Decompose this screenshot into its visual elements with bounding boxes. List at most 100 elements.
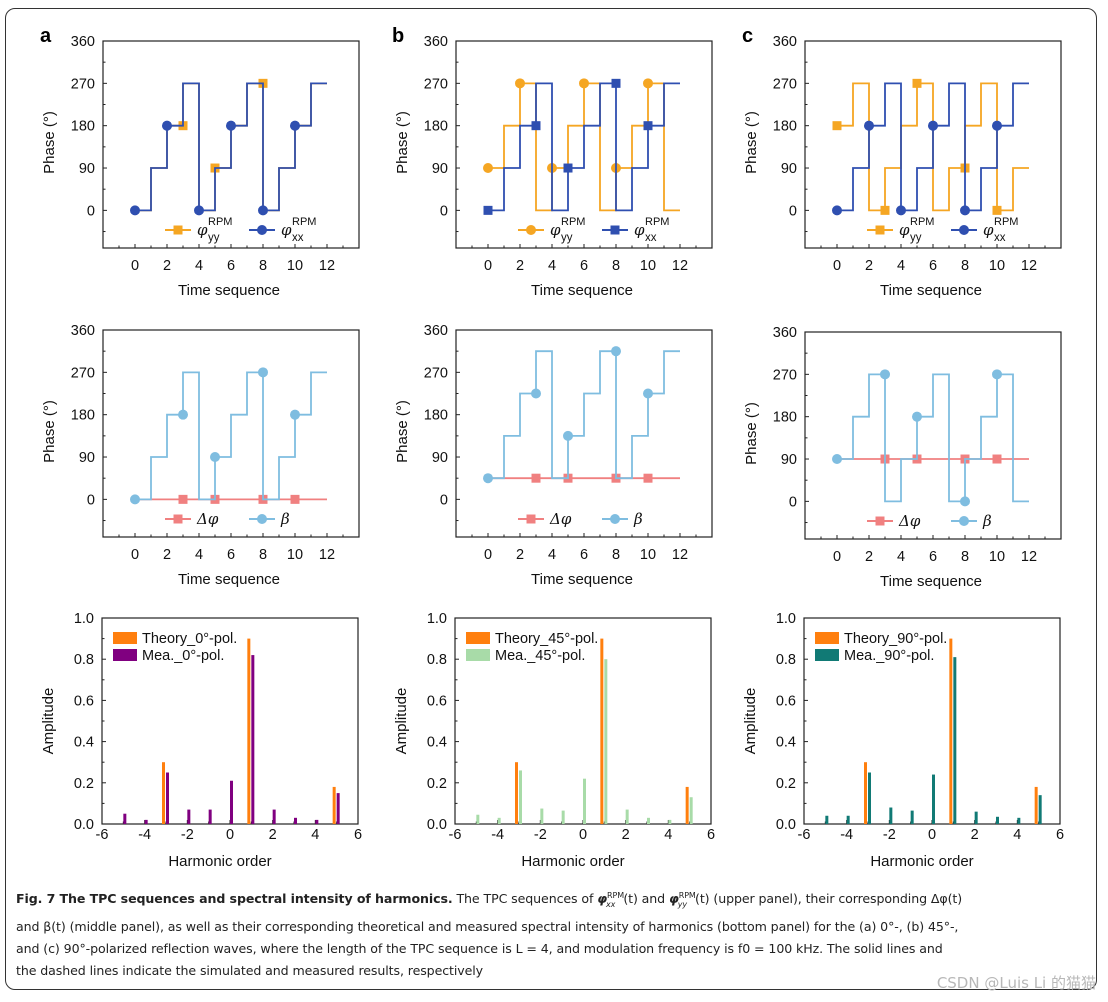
data-point xyxy=(880,205,890,215)
data-point xyxy=(194,205,204,216)
data-point xyxy=(531,388,541,399)
x-tick-label: 4 xyxy=(311,827,319,843)
chart-b-mid: 0 90 180 270 360 0 2 4 6 8 10 12 Time sequence Phase … xyxy=(394,323,713,588)
y-tick-label: 360 xyxy=(773,34,797,50)
y-tick-label: 360 xyxy=(773,325,797,341)
y-tick-label: 1.0 xyxy=(427,611,447,627)
y-tick-label: 180 xyxy=(424,408,448,424)
legend-marker xyxy=(173,514,183,524)
data-point xyxy=(832,454,842,465)
y-tick-label: 180 xyxy=(71,408,95,424)
x-tick-label: 0 xyxy=(484,258,492,274)
data-point xyxy=(258,367,268,378)
x-tick-label: 10 xyxy=(640,547,656,563)
data-point xyxy=(563,430,573,441)
x-axis-label: Time sequence xyxy=(880,573,982,590)
panel-label-b: b xyxy=(392,25,404,47)
series-line-beta xyxy=(837,373,1029,503)
caption-text: and xyxy=(637,891,669,907)
data-point xyxy=(531,473,541,483)
phi-symbol: φ xyxy=(668,891,679,907)
bar-theory xyxy=(162,762,165,824)
data-point xyxy=(515,78,525,89)
x-tick-label: 0 xyxy=(833,258,841,274)
y-tick-label: 90 xyxy=(79,161,95,177)
data-point xyxy=(483,205,493,215)
data-point xyxy=(912,78,922,88)
y-tick-label: 0 xyxy=(789,203,797,219)
legend-marker xyxy=(173,225,183,235)
y-tick-label: 0 xyxy=(87,492,95,508)
bar-measured xyxy=(561,810,565,824)
legend-superscript: RPM xyxy=(208,216,232,228)
bar-measured xyxy=(932,774,935,824)
bar-measured xyxy=(166,772,169,824)
x-axis-label: Time sequence xyxy=(880,282,982,299)
chart-a-top: 0 90 180 270 360 0 2 4 6 8 10 12 Time sequence Phase … xyxy=(41,34,360,299)
x-tick-label: 6 xyxy=(929,549,937,565)
x-tick-label: 12 xyxy=(1021,549,1037,565)
bar-measured xyxy=(974,811,978,824)
y-tick-label: 90 xyxy=(79,450,95,466)
legend-superscript: RPM xyxy=(994,216,1018,228)
y-tick-label: 0.4 xyxy=(776,735,796,751)
data-point xyxy=(643,78,653,89)
y-tick-label: 180 xyxy=(773,119,797,135)
caption-line-2: and β(t) (middle panel), as well as thei… xyxy=(16,918,959,934)
caption-line-4: the dashed lines indicate the simulated … xyxy=(16,962,484,978)
x-tick-label: 6 xyxy=(227,547,235,563)
x-tick-label: 10 xyxy=(640,258,656,274)
x-tick-label: 0 xyxy=(484,547,492,563)
data-point xyxy=(483,473,493,484)
bar-measured xyxy=(1038,795,1042,824)
panel-label-c: c xyxy=(742,25,753,47)
legend-swatch xyxy=(113,649,137,661)
legend-superscript: RPM xyxy=(292,216,316,228)
y-tick-label: 180 xyxy=(71,119,95,135)
x-tick-label: 4 xyxy=(195,258,203,274)
x-tick-label: 4 xyxy=(1013,827,1021,843)
y-tick-label: 0 xyxy=(440,203,448,219)
legend-subscript: xx xyxy=(994,232,1006,244)
bar-measured xyxy=(208,809,212,824)
y-tick-label: 360 xyxy=(71,323,95,339)
data-point xyxy=(178,409,188,420)
data-point xyxy=(258,205,268,216)
x-tick-label: 0 xyxy=(833,549,841,565)
x-tick-label: 0 xyxy=(131,547,139,563)
y-axis-label: Phase (°) xyxy=(41,111,58,174)
y-axis-label: Phase (°) xyxy=(743,402,760,465)
y-axis-label: Phase (°) xyxy=(743,111,760,174)
bar-measured xyxy=(1017,817,1021,824)
y-tick-label: 0.4 xyxy=(427,735,447,751)
caption-sub: yy xyxy=(677,899,688,909)
x-tick-label: 6 xyxy=(354,827,362,843)
x-tick-label: 8 xyxy=(612,258,620,274)
x-tick-label: 10 xyxy=(989,258,1005,274)
x-tick-label: 6 xyxy=(707,827,715,843)
legend-marker xyxy=(610,225,620,235)
x-tick-label: 12 xyxy=(319,547,335,563)
bar-theory xyxy=(685,786,689,824)
x-tick-label: 12 xyxy=(1021,258,1037,274)
x-tick-label: 2 xyxy=(971,827,979,843)
legend-label: φ xyxy=(197,221,208,239)
data-point xyxy=(290,409,300,420)
bar-measured xyxy=(583,778,586,824)
bar-measured xyxy=(825,815,829,824)
y-tick-label: 0.2 xyxy=(776,776,796,792)
legend-label: β xyxy=(633,510,643,528)
x-tick-label: 6 xyxy=(580,258,588,274)
data-point xyxy=(579,78,589,89)
chart-c-bottom: 0.0 0.2 0.4 0.6 0.8 1.0 -6 -4 -2 0 2 4 6 Harmonic ord… xyxy=(742,611,1064,870)
y-axis-label: Amplitude xyxy=(742,688,759,755)
chart-b-top: 0 90 180 270 360 0 2 4 6 8 10 12 Time sequence Phase … xyxy=(394,34,713,299)
x-tick-label: -6 xyxy=(449,827,462,843)
legend-label: Mea._45°-pol. xyxy=(495,648,585,664)
bar-measured xyxy=(668,819,672,824)
data-point xyxy=(880,369,890,380)
legend-marker xyxy=(526,514,536,524)
data-point xyxy=(864,120,874,131)
data-point xyxy=(896,205,906,216)
data-point xyxy=(290,120,300,131)
